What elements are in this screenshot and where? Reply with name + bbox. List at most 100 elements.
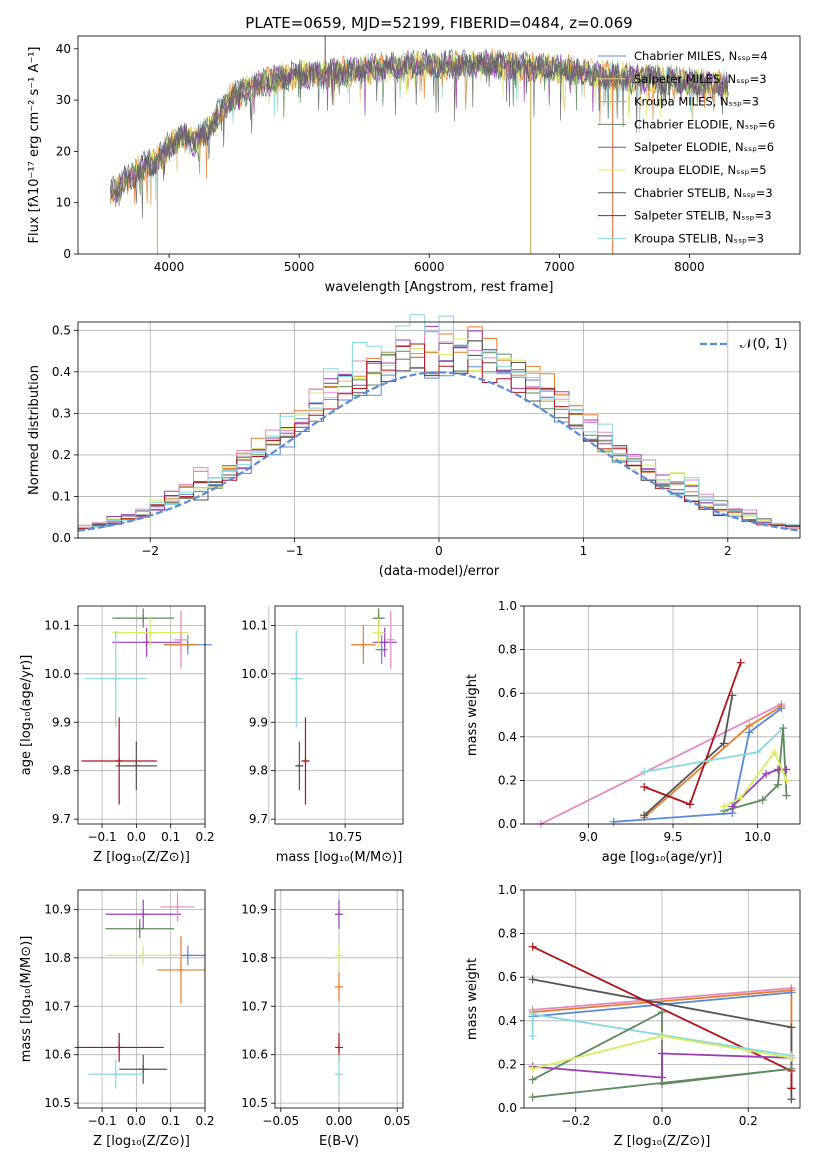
weight-point: [745, 728, 754, 737]
y-axis-label: Normed distribution: [27, 365, 42, 495]
x-tick-label: 0.0: [127, 830, 146, 844]
histogram-step-line: [78, 338, 800, 529]
weight-point: [640, 767, 649, 776]
weight-point: [773, 765, 782, 774]
weight-point: [658, 1073, 666, 1082]
residual-legend: 𝒩(0, 1): [700, 337, 787, 352]
legend-entry: Salpeter MILES, Nₛₛₚ=3: [634, 72, 767, 86]
y-tick-label: 0.2: [498, 1057, 517, 1071]
legend-entry: 𝒩(0, 1): [740, 337, 787, 352]
y-tick-label: 10: [56, 196, 71, 210]
residual-histograms: [77, 314, 801, 532]
weight-point: [528, 942, 537, 951]
x-axis-label: mass [log₁₀(M/M⊙)]: [276, 850, 403, 865]
weight_vs_age-axes: 9.0 9.5 10.0 0.0 0.2 0.4 0.6 0.8 1.0: [498, 599, 800, 844]
y-tick-label: 0: [63, 247, 71, 261]
weight_vs_Z-frame: [523, 889, 801, 1109]
x-tick-label: −1: [286, 544, 304, 558]
weight-point: [658, 1049, 666, 1058]
x-axis-label: wavelength [Angstrom, rest frame]: [325, 280, 554, 295]
histogram-step-line: [78, 343, 800, 529]
weight-point: [782, 776, 791, 785]
weight-point: [640, 782, 649, 791]
weight_vs_age-lines: [536, 658, 791, 828]
data-point: [176, 965, 185, 974]
x-tick-label: −0.2: [561, 1114, 590, 1128]
y-tick-label: 10.5: [241, 1096, 268, 1110]
histogram-step-line: [78, 314, 800, 527]
y-tick-label: 0.6: [498, 970, 517, 984]
x-tick-label: 0.1: [161, 1114, 180, 1128]
x-tick-label: 9.0: [579, 830, 598, 844]
y-tick-label: 30: [56, 93, 71, 107]
data-point: [301, 757, 310, 766]
x-tick-label: 9.5: [663, 830, 682, 844]
weight-point: [758, 796, 767, 805]
data-point: [111, 1070, 120, 1079]
legend-entry: Chabrier MILES, Nₛₛₚ=4: [634, 49, 768, 63]
data-point: [132, 761, 141, 770]
weight-point: [787, 988, 796, 997]
weight-point: [528, 1064, 537, 1073]
data-point: [335, 910, 343, 919]
weight-point: [787, 1064, 796, 1073]
spectrum-frame: [77, 35, 801, 255]
age_vs_mass-frame: [274, 605, 404, 825]
data-point: [139, 910, 148, 919]
data-point: [335, 982, 343, 991]
mass_vs_ebv-axes: −0.05 0.00 0.05 10.5 10.6 10.7 10.8 10.9: [241, 890, 411, 1128]
legend-entry: Kroupa STELIB, Nₛₛₚ=3: [634, 231, 764, 245]
chart-title: PLATE=0659, MJD=52199, FIBERID=0484, z=0…: [245, 14, 632, 32]
gaussian-curve: [77, 371, 801, 532]
y-tick-label: 0.4: [498, 1014, 517, 1028]
weight-point: [528, 1032, 537, 1041]
weight-point: [528, 1093, 537, 1102]
x-tick-label: 0.00: [326, 1114, 353, 1128]
data-point: [386, 635, 395, 644]
legend-entry: Salpeter STELIB, Nₛₛₚ=3: [634, 209, 772, 223]
y-axis-label: mass [log₁₀(M/M⊙)]: [19, 936, 34, 1063]
residuals-frame: [77, 321, 801, 539]
weight_vs_age-frame: [523, 605, 801, 825]
mass_vs_ebv-frame: [274, 889, 404, 1109]
y-tick-label: 10.6: [44, 1048, 71, 1062]
x-tick-label: 0.0: [652, 1114, 671, 1128]
x-tick-label: 6000: [414, 260, 445, 274]
data-point: [335, 1070, 343, 1079]
weight-point: [719, 739, 728, 748]
legend-entry: Kroupa ELODIE, Nₛₛₚ=5: [634, 163, 767, 177]
weight-line: [532, 1052, 792, 1079]
age_vs_Z-frame: [77, 605, 206, 825]
x-tick-label: 5000: [284, 260, 315, 274]
weight-point: [762, 769, 771, 778]
y-tick-label: 9.7: [249, 812, 268, 826]
x-tick-label: 0.2: [739, 1114, 758, 1128]
y-tick-label: 10.1: [241, 618, 268, 632]
y-tick-label: 1.0: [498, 599, 517, 613]
weight_vs_Z-lines: [528, 942, 796, 1104]
y-tick-label: 0.8: [498, 927, 517, 941]
weight-point: [773, 780, 782, 789]
y-tick-label: 1.0: [498, 883, 517, 897]
legend-entry: Salpeter ELODIE, Nₛₛₚ=6: [634, 140, 774, 154]
x-axis-label: Z [log₁₀(Z/Z⊙)]: [614, 1134, 711, 1149]
y-tick-label: 10.8: [241, 951, 268, 965]
x-tick-label: 10.75: [328, 830, 362, 844]
data-spectrum-line: [110, 51, 729, 219]
weight-point: [658, 1008, 666, 1017]
data-point: [292, 674, 301, 683]
x-tick-label: 2: [724, 544, 732, 558]
y-tick-label: 20: [56, 144, 71, 158]
x-axis-label: (data-model)/error: [379, 564, 500, 579]
weight-point: [777, 704, 786, 713]
data-point: [335, 951, 343, 960]
x-tick-label: 4000: [154, 260, 185, 274]
y-tick-label: 0.0: [498, 817, 517, 831]
y-tick-label: 9.8: [249, 764, 268, 778]
y-tick-label: 10.6: [241, 1048, 268, 1062]
y-tick-label: 0.0: [52, 531, 71, 545]
data-point: [295, 761, 304, 770]
x-tick-label: −0.05: [262, 1114, 299, 1128]
weight-point: [770, 748, 779, 757]
